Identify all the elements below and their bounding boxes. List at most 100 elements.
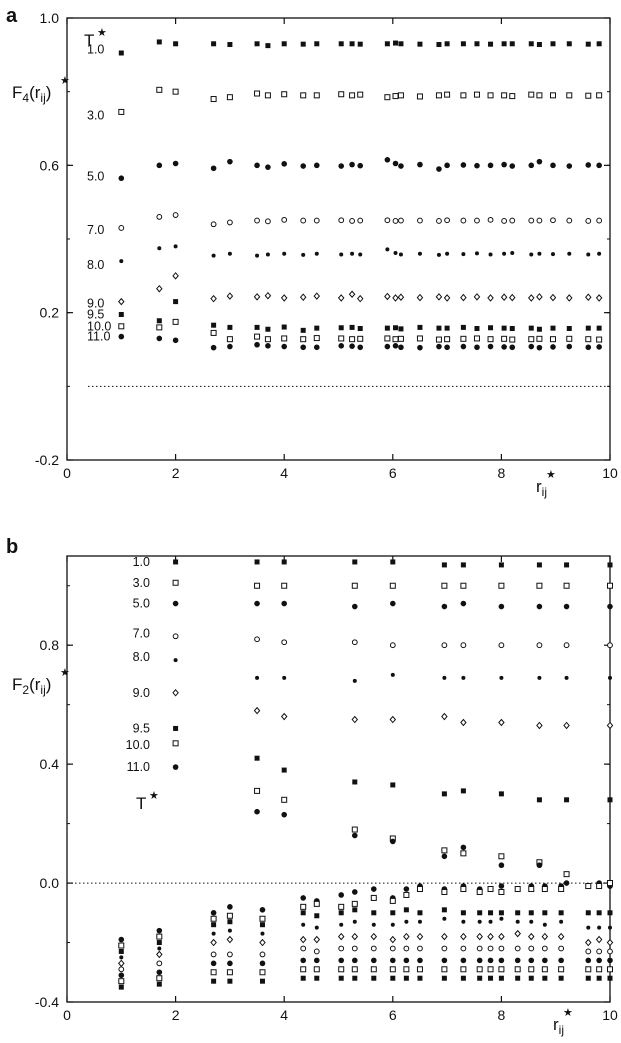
point-T-7.0: [501, 218, 508, 224]
point-negative-row-1: [403, 891, 410, 898]
point-T-11.0: [536, 344, 543, 351]
point-negative-row-2: [607, 910, 613, 916]
temperature-label: 7.0: [133, 626, 150, 640]
point-T-10.0: [156, 324, 163, 331]
point-T-9.5: [338, 325, 344, 331]
point-T-8.0: [119, 259, 124, 264]
point-negative-row-7: [514, 966, 521, 973]
point-T-9.0: [210, 294, 217, 303]
point-T-11.0: [265, 343, 271, 349]
point-T-5.0: [281, 600, 288, 607]
point-negative-row-8: [211, 978, 217, 984]
point-T-8.0: [211, 253, 216, 258]
panel-b-y-tick-labels: -0.4 0.0 0.4 0.8: [35, 637, 59, 1010]
point-T-11.0: [444, 344, 450, 351]
point-T-7.0: [528, 217, 535, 224]
point-T-11.0: [172, 764, 179, 770]
point-negative-row-2: [227, 919, 233, 925]
point-T-9.5: [536, 797, 542, 803]
point-T-9.0: [389, 715, 397, 724]
point-T-3.0: [460, 582, 467, 589]
point-negative-row-5: [585, 948, 592, 955]
point-T-8.0: [227, 251, 232, 256]
point-T-11.0: [357, 344, 364, 351]
point-T-10.0: [226, 336, 233, 343]
point-negative-row-3: [597, 925, 602, 930]
point-negative-row-8: [607, 975, 613, 981]
x-tick-label: 0: [63, 1007, 71, 1023]
point-T-11.0: [254, 808, 260, 815]
point-T-9.0: [443, 294, 451, 302]
point-T-3.0: [596, 92, 603, 99]
point-negative-row-3: [157, 946, 162, 951]
point-T-9.5: [118, 312, 124, 318]
point-T-5.0: [460, 600, 467, 607]
point-negative-row-7: [389, 966, 396, 973]
point-T-9.0: [392, 294, 399, 302]
point-T-3.0: [487, 92, 494, 99]
panel-a-x-axis-star: ★: [546, 469, 556, 481]
point-negative-row-0: [403, 886, 410, 892]
point-T-10.0: [460, 850, 467, 857]
point-T-9.5: [390, 782, 396, 788]
point-negative-row-3: [404, 919, 409, 924]
point-T-11.0: [118, 333, 125, 340]
point-negative-row-5: [460, 945, 467, 952]
point-T-8.0: [550, 252, 555, 257]
panel-a-temperature-star: ★: [97, 27, 107, 39]
point-negative-row-6: [514, 957, 521, 964]
point-T-9.5: [398, 326, 404, 332]
point-negative-row-3: [417, 919, 422, 924]
point-T-9.5: [349, 324, 355, 330]
temperature-label: 5.0: [87, 169, 104, 183]
point-T-7.0: [172, 212, 179, 218]
point-negative-row-0: [259, 907, 266, 913]
point-T-1.0: [536, 42, 542, 48]
point-T-9.5: [254, 324, 260, 330]
point-negative-row-5: [558, 945, 565, 952]
point-T-9.5: [498, 791, 504, 797]
panel-b-x-axis-star: ★: [563, 1007, 573, 1019]
point-T-10.0: [172, 740, 179, 747]
x-tick-label: 8: [498, 465, 506, 481]
point-negative-row-8: [118, 984, 124, 990]
x-tick-label: 6: [389, 465, 397, 481]
point-T-11.0: [501, 344, 507, 350]
point-T-5.0: [563, 603, 570, 610]
point-T-9.0: [351, 715, 359, 724]
point-T-8.0: [442, 675, 447, 680]
y-tick-label: 0.4: [40, 756, 60, 772]
point-T-9.5: [352, 779, 358, 785]
point-T-9.0: [435, 293, 443, 301]
point-negative-row-6: [390, 957, 396, 964]
point-negative-row-4: [337, 932, 345, 941]
point-negative-row-3: [515, 919, 520, 924]
point-negative-row-7: [403, 966, 410, 973]
panel-b-ticks: [66, 556, 611, 1003]
point-T-7.0: [281, 216, 288, 223]
point-T-1.0: [528, 41, 534, 47]
point-T-10.0: [416, 335, 423, 342]
temperature-label: 11.0: [127, 760, 150, 774]
point-T-3.0: [435, 92, 442, 99]
point-negative-row-5: [210, 951, 217, 958]
point-T-11.0: [460, 844, 467, 851]
point-negative-row-3: [559, 919, 564, 924]
point-negative-row-8: [417, 975, 423, 981]
point-T-9.5: [281, 767, 287, 773]
point-T-3.0: [536, 92, 543, 99]
point-T-10.0: [172, 318, 179, 325]
point-negative-row-5: [541, 945, 548, 952]
point-T-3.0: [607, 582, 613, 589]
panel-b-y-axis-label: F2(rij): [12, 675, 51, 697]
point-T-11.0: [509, 344, 516, 351]
temperature-label: 7.0: [87, 223, 104, 237]
point-negative-row-1: [514, 886, 521, 893]
point-negative-row-8: [259, 978, 265, 984]
point-negative-row-0: [351, 889, 358, 895]
point-negative-row-3: [499, 916, 504, 921]
point-negative-row-7: [596, 966, 603, 973]
point-negative-row-6: [460, 957, 467, 964]
point-negative-row-2: [460, 910, 466, 916]
point-negative-row-0: [498, 883, 505, 889]
